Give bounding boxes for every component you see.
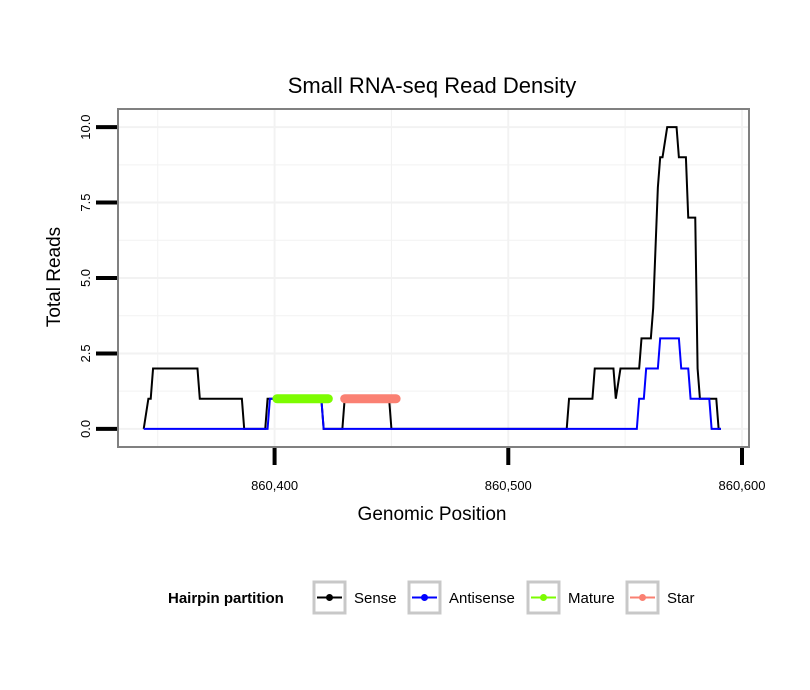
legend-key-point — [639, 594, 646, 601]
legend-item-star: Star — [625, 580, 695, 615]
legend-title: Hairpin partition — [168, 590, 284, 607]
x-tick-label: 860,500 — [485, 478, 532, 493]
y-axis: 0.0 2.5 5.0 7.5 10.0 — [78, 114, 117, 438]
legend-item-mature: Mature — [526, 580, 615, 615]
plot-border — [117, 108, 750, 448]
y-axis-title: Total Reads — [44, 227, 65, 327]
legend-key-point — [421, 594, 428, 601]
grid-lines — [118, 109, 749, 447]
x-axis-title: Genomic Position — [358, 504, 507, 525]
x-tick-label: 860,400 — [251, 478, 298, 493]
legend-key-point — [326, 594, 333, 601]
x-tick-label: 860,600 — [718, 478, 765, 493]
series-layer — [142, 126, 721, 430]
legend-key-point — [540, 594, 547, 601]
y-tick-label: 2.5 — [78, 344, 93, 362]
chart-title: Small RNA-seq Read Density — [288, 73, 577, 98]
legend-item-sense: Sense — [312, 580, 397, 615]
y-tick-label: 7.5 — [78, 194, 93, 212]
y-tick-label: 0.0 — [78, 420, 93, 438]
legend-label: Mature — [568, 590, 615, 607]
y-tick-label: 10.0 — [78, 114, 93, 139]
legend-label: Antisense — [449, 590, 515, 607]
legend: Hairpin partition Sense Antisense Mature St… — [168, 580, 695, 615]
x-axis: 860,400 860,500 860,600 — [251, 448, 765, 493]
legend-item-antisense: Antisense — [407, 580, 515, 615]
y-tick-label: 5.0 — [78, 269, 93, 287]
legend-label: Sense — [354, 590, 397, 607]
legend-label: Star — [667, 590, 695, 607]
